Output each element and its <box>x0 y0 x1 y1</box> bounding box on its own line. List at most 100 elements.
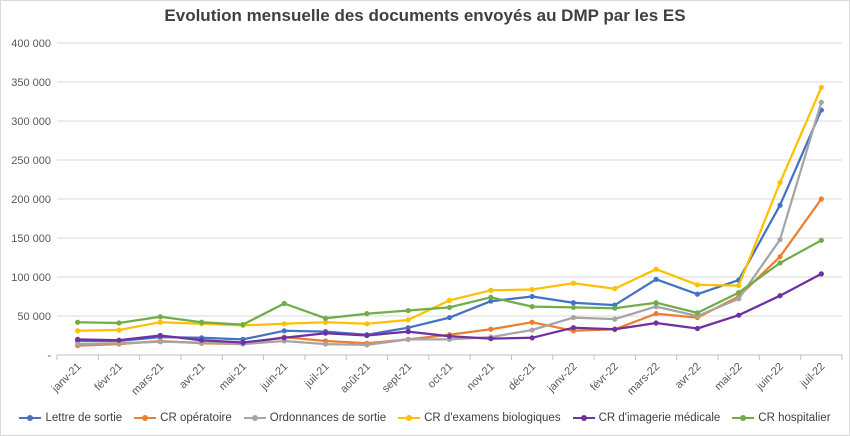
x-tick-label: févr-22 <box>588 361 621 394</box>
data-point <box>736 282 742 289</box>
x-tick-label: janv-22 <box>545 361 580 396</box>
legend-swatch <box>134 413 157 423</box>
data-point <box>116 337 122 343</box>
data-point <box>488 287 494 293</box>
data-point <box>75 328 81 334</box>
x-axis: janv-21 févr-21 mars-21 avr-21 mai-21 juin-21… <box>49 354 843 398</box>
data-point <box>75 341 81 347</box>
data-point <box>818 99 824 105</box>
series-line <box>77 87 823 332</box>
x-tick-label: juil-21 <box>302 361 332 391</box>
data-point <box>281 321 287 327</box>
data-point <box>570 314 577 321</box>
data-point <box>322 315 329 321</box>
x-tick-label: mai-22 <box>713 361 745 393</box>
data-point <box>612 305 618 311</box>
data-point <box>653 276 659 282</box>
data-point <box>529 286 535 293</box>
data-point <box>694 310 700 316</box>
x-tick-label: mars-21 <box>129 361 166 398</box>
data-point <box>818 237 824 243</box>
data-point <box>116 327 122 333</box>
legend-label: Lettre de sortie <box>45 412 123 424</box>
x-tick-label: mai-21 <box>217 361 249 393</box>
data-point <box>570 325 577 331</box>
data-point <box>777 293 783 299</box>
data-point <box>694 291 700 297</box>
gridlines <box>57 42 842 356</box>
x-tick-label: juin-21 <box>258 361 291 394</box>
data-point <box>570 304 577 311</box>
data-point <box>653 300 659 306</box>
x-tick-label: août-21 <box>338 361 373 396</box>
data-point <box>281 335 287 341</box>
data-point <box>736 312 742 318</box>
chart-title: Evolution mensuelle des documents envoyé… <box>164 6 686 25</box>
data-point <box>364 311 370 317</box>
y-tick-label: 150 000 <box>11 233 51 245</box>
data-point <box>364 332 370 339</box>
y-tick-label: 50 000 <box>17 311 51 323</box>
data-point <box>694 282 700 288</box>
data-point <box>446 314 453 321</box>
data-point <box>405 325 411 331</box>
x-tick-label: sept-21 <box>380 361 414 395</box>
data-point <box>199 319 205 325</box>
data-point <box>777 260 783 266</box>
y-tick-label: 250 000 <box>11 155 51 167</box>
legend-label: Ordonnances de sortie <box>269 412 387 424</box>
data-point <box>405 329 411 335</box>
x-tick-label: avr-22 <box>673 361 704 392</box>
x-tick-label: janv-21 <box>49 361 84 396</box>
data-point <box>446 297 453 303</box>
series-group <box>75 84 824 349</box>
data-point <box>818 84 824 91</box>
data-point <box>529 319 535 325</box>
legend-item: CR hospitalier <box>732 412 831 424</box>
data-point <box>281 300 287 307</box>
data-point <box>157 332 163 339</box>
data-point <box>157 339 163 345</box>
data-point <box>570 300 577 306</box>
data-point <box>529 327 535 333</box>
series <box>75 271 824 346</box>
legend-item: Ordonnances de sortie <box>243 412 387 424</box>
data-point <box>777 254 783 260</box>
data-point <box>446 333 453 339</box>
data-point <box>75 336 81 342</box>
data-point <box>240 339 246 346</box>
y-tick-label: 400 000 <box>11 38 51 50</box>
legend-swatch <box>398 413 421 423</box>
data-point <box>736 296 742 302</box>
legend-swatch <box>19 413 42 423</box>
data-point <box>405 307 411 314</box>
data-point <box>488 326 494 332</box>
x-tick-label: févr-21 <box>92 361 125 394</box>
data-point <box>322 341 329 347</box>
series <box>75 99 824 348</box>
data-point <box>777 180 783 186</box>
y-tick-label: 200 000 <box>11 194 51 206</box>
data-point <box>653 266 659 272</box>
data-point <box>405 336 411 342</box>
data-point <box>570 280 577 286</box>
data-point <box>364 342 370 348</box>
data-point <box>612 316 618 322</box>
data-point <box>446 304 453 311</box>
data-point <box>694 325 700 332</box>
data-point <box>405 317 411 323</box>
data-point <box>777 202 783 208</box>
data-point <box>322 319 329 325</box>
legend-item: CR opératoire <box>134 412 232 424</box>
data-point <box>529 335 535 341</box>
series <box>75 237 824 328</box>
series <box>75 196 824 349</box>
y-tick-label: - <box>47 350 51 362</box>
data-point <box>488 336 494 342</box>
x-tick-label: mars-22 <box>625 361 662 398</box>
x-tick-label: avr-21 <box>177 361 208 392</box>
data-point <box>199 337 205 343</box>
data-point <box>281 328 287 334</box>
y-tick-label: 300 000 <box>11 116 51 128</box>
